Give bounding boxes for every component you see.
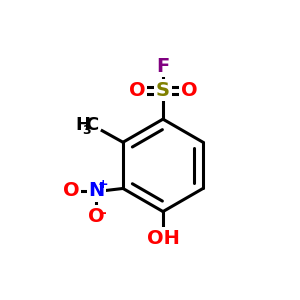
Text: F: F [156,56,170,76]
Text: 3: 3 [82,124,91,137]
Text: +: + [98,178,108,191]
Text: O: O [63,181,80,200]
Text: S: S [156,81,170,100]
Text: O: O [129,81,145,100]
Text: OH: OH [147,229,179,247]
Text: O: O [181,81,197,100]
Text: O: O [88,207,105,226]
Text: C: C [85,116,99,134]
Text: H: H [76,116,91,134]
Text: N: N [88,181,104,200]
Text: -: - [100,206,106,220]
